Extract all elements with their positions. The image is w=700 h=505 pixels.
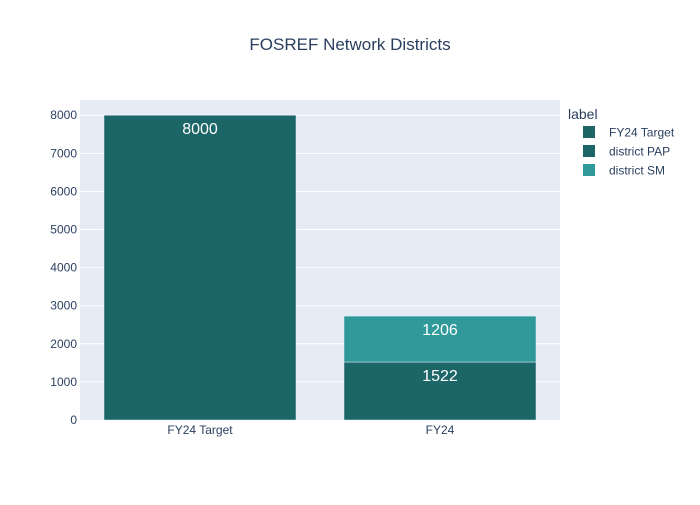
legend-label: FY24 Target: [609, 126, 675, 140]
y-tick-label: 2000: [50, 337, 77, 351]
y-tick-label: 3000: [50, 299, 77, 313]
x-tick-label: FY24: [426, 423, 455, 437]
bar-segment: [343, 361, 537, 421]
data-label: 1206: [422, 322, 458, 339]
y-tick-label: 1000: [50, 375, 77, 389]
legend-label: district PAP: [609, 145, 670, 159]
data-labels: 8000 1522 1206: [182, 121, 458, 385]
legend-label: district SM: [609, 164, 665, 178]
legend-swatch: [583, 126, 595, 138]
legend-title: label: [568, 106, 598, 122]
legend-swatch: [583, 164, 595, 176]
bar-segment: [343, 315, 537, 363]
y-tick-label: 4000: [50, 261, 77, 275]
x-tick-label: FY24 Target: [167, 423, 233, 437]
y-tick-label: 8000: [50, 108, 77, 122]
y-tick-label: 5000: [50, 223, 77, 237]
bars: [103, 114, 537, 421]
y-tick-label: 7000: [50, 146, 77, 160]
y-axis: 0 1000 2000 3000 4000 5000 6000 7000 8000: [50, 108, 77, 427]
legend-swatch: [583, 145, 595, 157]
chart-title: FOSREF Network Districts: [249, 35, 450, 54]
x-axis: FY24 Target FY24: [167, 423, 454, 437]
bar-segment: [103, 114, 297, 421]
y-tick-label: 0: [70, 413, 77, 427]
data-label: 1522: [422, 368, 458, 385]
legend: label FY24 Target district PAP district SM: [568, 106, 675, 178]
data-label: 8000: [182, 121, 218, 138]
y-tick-label: 6000: [50, 184, 77, 198]
